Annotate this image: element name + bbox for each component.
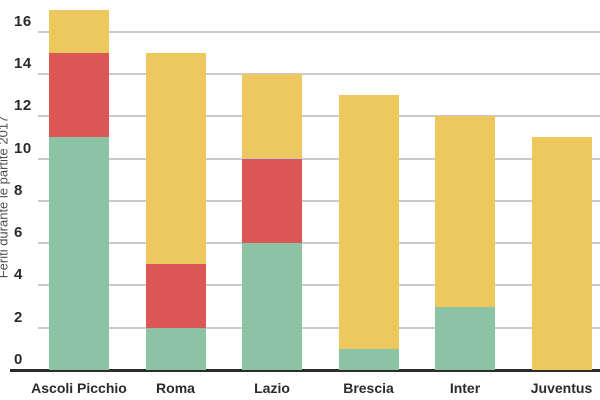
bar-inter-bottom-green-segment (435, 306, 495, 370)
y-tick-label: 12 (14, 97, 32, 115)
y-tick-label: 10 (14, 139, 32, 157)
bar-ascoli-picchio-top-yellow-segment (49, 10, 109, 53)
gridline (38, 157, 600, 160)
gridline (38, 284, 600, 287)
bar-roma-top-yellow-segment (145, 52, 206, 265)
bar-ascoli-picchio-middle-red-segment (49, 52, 109, 138)
bar-roma-bottom-green-segment (145, 327, 206, 370)
bar-juventus-top-yellow-segment (531, 137, 592, 370)
bar-ascoli-picchio-bottom-green-segment (49, 137, 109, 370)
y-tick-label: 6 (14, 224, 23, 242)
gridline (38, 242, 600, 245)
x-axis-label-ascoli-picchio: Ascoli Picchio (31, 380, 127, 396)
x-axis-label-lazio: Lazio (254, 380, 290, 396)
y-tick-label: 16 (14, 12, 32, 30)
gridline (38, 115, 600, 118)
gridline (38, 199, 600, 202)
x-axis-label-juventus: Juventus (530, 380, 593, 396)
x-axis-label-brescia: Brescia (343, 380, 394, 396)
y-tick-label: 2 (14, 308, 23, 326)
gridline (38, 72, 600, 75)
bar-brescia-top-yellow-segment (338, 95, 399, 349)
bar-lazio-top-yellow-segment (242, 73, 302, 159)
x-axis-line (10, 368, 600, 372)
bar-lazio-middle-red-segment (242, 158, 302, 244)
bar-lazio-bottom-green-segment (242, 243, 302, 370)
y-tick-label: 0 (14, 351, 23, 368)
bar-brescia-bottom-green-segment (338, 348, 399, 370)
gridline (38, 30, 600, 33)
x-axis-label-roma: Roma (156, 380, 195, 396)
gridline (38, 326, 600, 329)
y-tick-label: 4 (14, 266, 23, 284)
y-tick-label: 14 (14, 54, 32, 72)
x-axis-label-inter: Inter (449, 380, 481, 396)
y-tick-label: 8 (14, 181, 23, 199)
bar-roma-middle-red-segment (145, 264, 206, 328)
y-axis-title: Feriti durante le partite 2017 (0, 115, 11, 279)
bar-inter-top-yellow-segment (435, 116, 495, 307)
